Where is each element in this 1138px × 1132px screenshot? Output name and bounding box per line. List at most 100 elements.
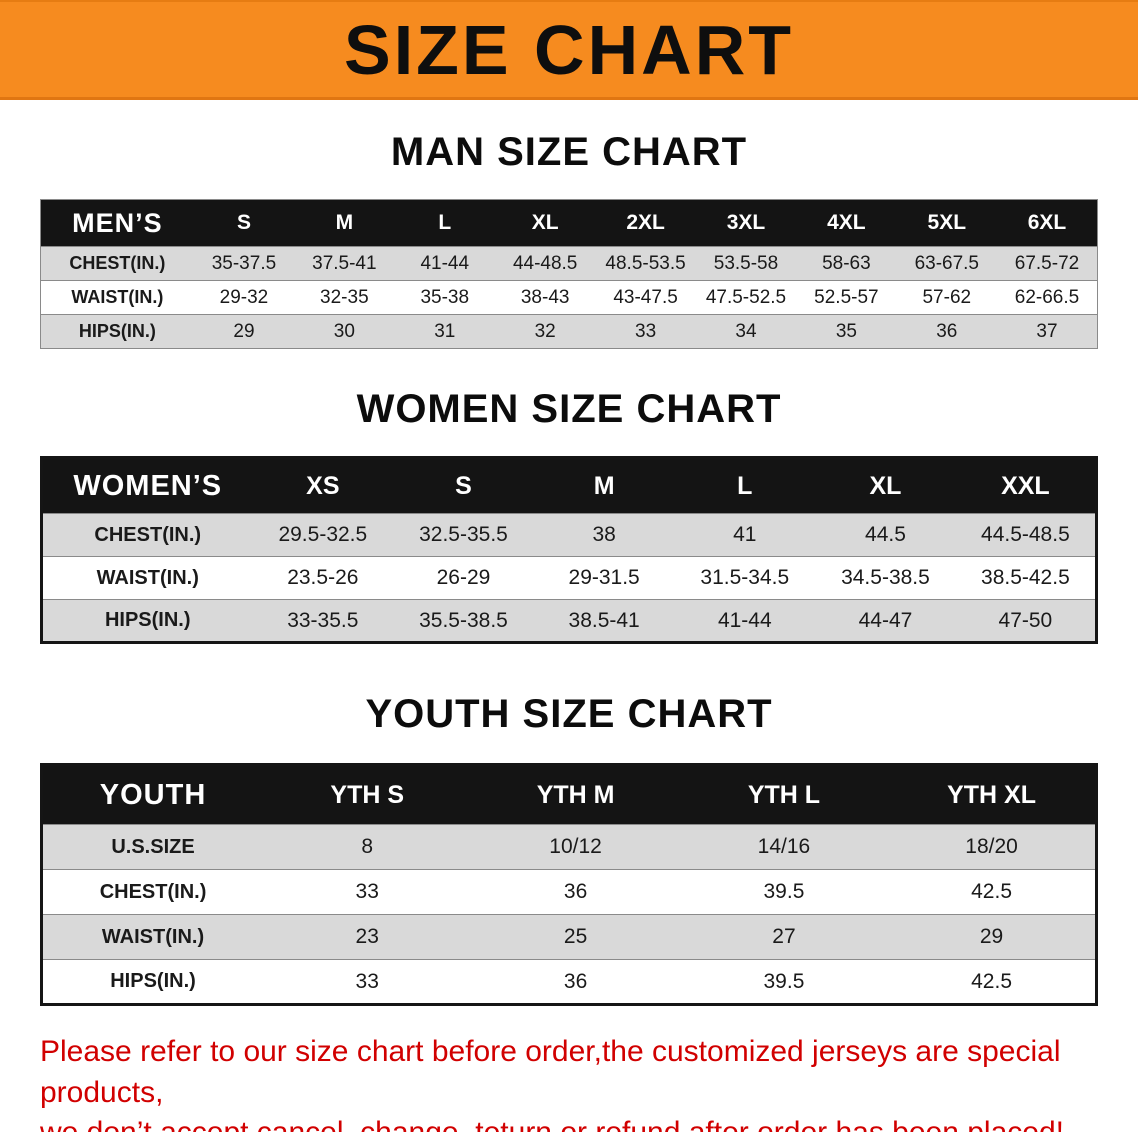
table-cell: 38-43: [520, 286, 570, 308]
table-cell: 44-48.5: [512, 252, 578, 274]
table-cell: 35.5-38.5: [419, 608, 508, 632]
row-label: WAIST(IN.): [71, 287, 164, 307]
table-row: HIPS(IN.) 33 36 39.5 42.5: [41, 959, 1097, 1005]
column-header: 6XL: [997, 199, 1098, 247]
table-cell: 29-32: [219, 286, 269, 308]
row-label: WAIST(IN.): [101, 925, 205, 948]
table-cell: 10/12: [549, 835, 602, 858]
table-cell: 36: [563, 969, 588, 993]
table-cell: 32.5-35.5: [419, 523, 508, 546]
men-section-heading: MAN SIZE CHART: [390, 130, 748, 174]
table-cell: 58-63: [822, 252, 871, 274]
table-cell: 41-44: [420, 252, 470, 274]
table-cell: 44.5: [865, 523, 906, 546]
table-cell: 62-66.5: [1014, 286, 1080, 308]
disclaimer: Please refer to our size chart before or…: [40, 1032, 1138, 1132]
table-cell: 42.5: [971, 969, 1012, 993]
table-cell: 34: [735, 320, 757, 342]
table-cell: 8: [361, 835, 374, 858]
table-cell: 44-47: [858, 608, 913, 632]
table-cell: 18/20: [965, 835, 1018, 858]
table-cell: 38.5-41: [568, 608, 640, 632]
column-header: 4XL: [796, 199, 897, 247]
women-section-heading: WOMEN SIZE CHART: [356, 387, 782, 431]
table-cell: 63-67.5: [914, 252, 980, 274]
table-row: CHEST(IN.) 33 36 39.5 42.5: [41, 869, 1097, 915]
table-cell: 39.5: [763, 880, 805, 903]
table-cell: 33: [355, 880, 379, 903]
column-header: S: [393, 457, 534, 514]
women-table-title: WOMEN’S: [41, 457, 253, 514]
row-label: HIPS(IN.): [104, 609, 191, 631]
table-cell: 26-29: [436, 566, 491, 589]
table-cell: 35-38: [420, 286, 470, 308]
table-cell: 57-62: [922, 286, 972, 308]
table-cell: 25: [563, 925, 588, 948]
column-header: S: [193, 199, 295, 247]
men-header-row: MEN’S S M L XL 2XL 3XL 4XL 5XL 6XL: [40, 199, 1098, 247]
table-cell: 33-35.5: [287, 608, 359, 632]
table-cell: 43-47.5: [613, 286, 678, 308]
table-cell: 27: [772, 925, 796, 948]
column-header: YTH L: [679, 764, 889, 825]
column-header: YTH M: [471, 764, 680, 825]
table-cell: 35-37.5: [211, 252, 277, 274]
table-cell: 38: [592, 523, 616, 546]
table-cell: 41-44: [717, 608, 772, 632]
column-header: M: [294, 199, 395, 247]
table-row: U.S.SIZE 8 10/12 14/16 18/20: [41, 824, 1097, 870]
column-header: YTH S: [263, 764, 472, 825]
page-title: SIZE CHART: [344, 10, 794, 89]
table-cell: 37.5-41: [312, 252, 377, 274]
column-header: XL: [815, 457, 956, 514]
column-header: M: [533, 457, 675, 514]
table-row: CHEST(IN.) 29.5-32.5 32.5-35.5 38 41 44.…: [41, 513, 1097, 557]
column-header: YTH XL: [888, 764, 1097, 825]
table-cell: 32: [534, 320, 556, 342]
row-label: WAIST(IN.): [96, 566, 199, 589]
table-cell: 52.5-57: [814, 286, 879, 308]
table-row: WAIST(IN.) 23 25 27 29: [41, 914, 1097, 960]
column-header: 2XL: [595, 199, 696, 247]
column-header: L: [394, 199, 495, 247]
table-cell: 14/16: [757, 835, 811, 858]
disclaimer-line: we don’t accept cancel, change, teturn o…: [40, 1113, 1138, 1132]
column-header: 3XL: [695, 199, 797, 247]
table-cell: 29-31.5: [568, 566, 640, 589]
table-cell: 23.5-26: [287, 566, 359, 589]
table-cell: 48.5-53.5: [605, 252, 686, 274]
youth-table-title: YOUTH: [41, 764, 264, 825]
table-cell: 47-50: [998, 608, 1053, 632]
table-cell: 39.5: [763, 969, 805, 993]
column-header: XS: [252, 457, 394, 514]
table-cell: 44.5-48.5: [981, 523, 1070, 546]
table-cell: 30: [333, 320, 355, 342]
table-row: WAIST(IN.) 23.5-26 26-29 29-31.5 31.5-34…: [41, 556, 1097, 600]
table-row: HIPS(IN.) 29 30 31 32 33 34 35 36 37: [40, 314, 1098, 349]
table-cell: 35: [835, 320, 857, 342]
table-cell: 33: [355, 969, 379, 993]
row-label: U.S.SIZE: [111, 835, 195, 858]
table-cell: 29: [979, 925, 1004, 948]
table-cell: 36: [563, 880, 588, 903]
table-cell: 29: [233, 320, 255, 342]
table-row: HIPS(IN.) 33-35.5 35.5-38.5 38.5-41 41-4…: [41, 599, 1097, 643]
women-size-table: WOMEN’S XS S M L XL XXL CHEST(IN.) 29.5-…: [40, 456, 1098, 644]
table-row: CHEST(IN.) 35-37.5 37.5-41 41-44 44-48.5…: [40, 246, 1098, 281]
column-header: 5XL: [896, 199, 997, 247]
table-cell: 34.5-38.5: [841, 566, 930, 589]
table-cell: 32-35: [320, 286, 369, 308]
youth-section-heading: YOUTH SIZE CHART: [365, 692, 773, 736]
women-header-row: WOMEN’S XS S M L XL XXL: [41, 457, 1097, 514]
row-label: CHEST(IN.): [94, 523, 202, 546]
disclaimer-line: Please refer to our size chart before or…: [40, 1035, 1061, 1109]
banner: SIZE CHART: [0, 0, 1138, 100]
table-cell: 37: [1036, 320, 1058, 342]
row-label: HIPS(IN.): [110, 970, 196, 992]
table-row: WAIST(IN.) 29-32 32-35 35-38 38-43 43-47…: [40, 280, 1098, 315]
row-label: HIPS(IN.): [78, 321, 156, 341]
table-cell: 23: [355, 925, 379, 948]
column-header: L: [674, 457, 816, 514]
column-header: XXL: [955, 457, 1097, 514]
table-cell: 31.5-34.5: [700, 566, 790, 589]
